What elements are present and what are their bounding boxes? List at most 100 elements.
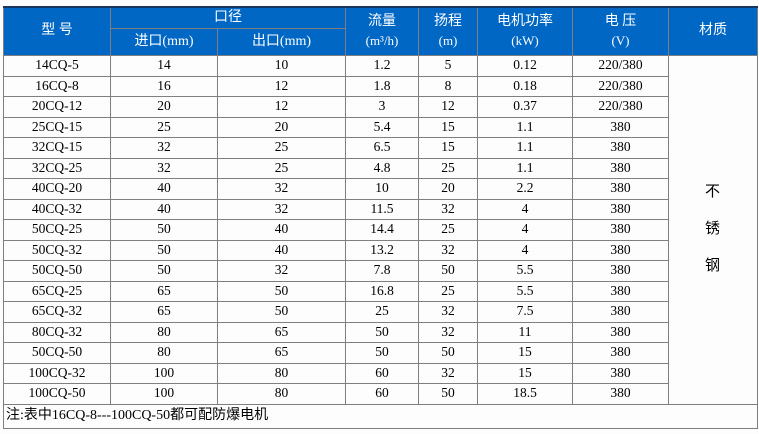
cell-power: 5.5 bbox=[477, 280, 573, 302]
header-power: 电机功率 (kW) bbox=[477, 6, 573, 56]
cell-voltage: 380 bbox=[572, 137, 669, 159]
cell-outlet: 25 bbox=[217, 157, 346, 179]
cell-head: 20 bbox=[418, 178, 478, 200]
cell-model: 40CQ-32 bbox=[3, 198, 111, 220]
header-diameter-group: 口径 bbox=[110, 6, 346, 29]
table-row: 32CQ-25 32 25 4.8 25 1.1 380 bbox=[3, 157, 758, 179]
header-head: 扬程 (m) bbox=[418, 6, 478, 56]
cell-flow: 3 bbox=[345, 96, 419, 118]
cell-head: 32 bbox=[418, 198, 478, 220]
cell-inlet: 40 bbox=[110, 198, 218, 220]
pump-spec-table: 型 号 口径 流量 (m³/h) 扬程 (m) 电机功率 (kW) 电 压 (V… bbox=[3, 6, 758, 429]
table-footer: 注:表中16CQ-8---100CQ-50都可配防爆电机 bbox=[3, 403, 758, 429]
cell-flow: 1.8 bbox=[345, 75, 419, 97]
cell-voltage: 380 bbox=[572, 116, 669, 138]
cell-model: 14CQ-5 bbox=[3, 55, 111, 77]
cell-head: 5 bbox=[418, 55, 478, 77]
cell-flow: 7.8 bbox=[345, 260, 419, 282]
cell-outlet: 32 bbox=[217, 178, 346, 200]
cell-outlet: 80 bbox=[217, 362, 346, 384]
cell-inlet: 32 bbox=[110, 137, 218, 159]
cell-outlet: 65 bbox=[217, 342, 346, 364]
cell-head: 32 bbox=[418, 301, 478, 323]
cell-outlet: 65 bbox=[217, 321, 346, 343]
header-row-1: 型 号 口径 流量 (m³/h) 扬程 (m) 电机功率 (kW) 电 压 (V… bbox=[3, 6, 758, 56]
cell-power: 11 bbox=[477, 321, 573, 343]
cell-voltage: 380 bbox=[572, 383, 669, 405]
header-voltage-unit: (V) bbox=[611, 33, 630, 49]
cell-power: 15 bbox=[477, 342, 573, 364]
table-row: 50CQ-50 50 32 7.8 50 5.5 380 bbox=[3, 260, 758, 282]
cell-inlet: 65 bbox=[110, 280, 218, 302]
cell-flow: 60 bbox=[345, 362, 419, 384]
table-row: 100CQ-50 100 80 60 50 18.5 380 bbox=[3, 383, 758, 405]
cell-voltage: 380 bbox=[572, 239, 669, 261]
cell-head: 15 bbox=[418, 137, 478, 159]
cell-model: 50CQ-25 bbox=[3, 219, 111, 241]
cell-voltage: 380 bbox=[572, 301, 669, 323]
material-char: 锈 bbox=[704, 221, 721, 238]
header-voltage-label: 电 压 bbox=[604, 14, 637, 30]
cell-power: 4 bbox=[477, 239, 573, 261]
cell-voltage: 380 bbox=[572, 157, 669, 179]
cell-voltage: 380 bbox=[572, 219, 669, 241]
cell-model: 50CQ-50 bbox=[3, 260, 111, 282]
table-header: 型 号 口径 流量 (m³/h) 扬程 (m) 电机功率 (kW) 电 压 (V… bbox=[3, 6, 758, 56]
header-inlet: 进口(mm) bbox=[110, 28, 218, 56]
cell-model: 50CQ-32 bbox=[3, 239, 111, 261]
cell-model: 32CQ-15 bbox=[3, 137, 111, 159]
cell-head: 12 bbox=[418, 96, 478, 118]
cell-head: 32 bbox=[418, 321, 478, 343]
header-flow: 流量 (m³/h) bbox=[345, 6, 419, 56]
cell-model: 50CQ-50 bbox=[3, 342, 111, 364]
cell-flow: 50 bbox=[345, 342, 419, 364]
material-value-cell: 不锈钢 bbox=[668, 55, 758, 405]
table-row: 100CQ-32 100 80 60 32 15 380 bbox=[3, 362, 758, 384]
cell-outlet: 32 bbox=[217, 198, 346, 220]
cell-inlet: 40 bbox=[110, 178, 218, 200]
cell-outlet: 12 bbox=[217, 96, 346, 118]
cell-voltage: 380 bbox=[572, 280, 669, 302]
cell-head: 25 bbox=[418, 280, 478, 302]
cell-power: 1.1 bbox=[477, 116, 573, 138]
cell-power: 1.1 bbox=[477, 137, 573, 159]
table-row: 50CQ-50 80 65 50 50 15 380 bbox=[3, 342, 758, 364]
cell-inlet: 50 bbox=[110, 239, 218, 261]
cell-inlet: 100 bbox=[110, 383, 218, 405]
cell-inlet: 65 bbox=[110, 301, 218, 323]
header-material: 材质 bbox=[668, 6, 758, 56]
table-row: 16CQ-8 16 12 1.8 8 0.18 220/380 bbox=[3, 75, 758, 97]
cell-head: 50 bbox=[418, 342, 478, 364]
header-model: 型 号 bbox=[3, 6, 111, 56]
cell-flow: 5.4 bbox=[345, 116, 419, 138]
cell-inlet: 20 bbox=[110, 96, 218, 118]
cell-inlet: 50 bbox=[110, 219, 218, 241]
header-flow-label: 流量 bbox=[368, 14, 396, 30]
cell-model: 25CQ-15 bbox=[3, 116, 111, 138]
cell-power: 15 bbox=[477, 362, 573, 384]
cell-outlet: 50 bbox=[217, 280, 346, 302]
table-row: 40CQ-20 40 32 10 20 2.2 380 bbox=[3, 178, 758, 200]
cell-model: 16CQ-8 bbox=[3, 75, 111, 97]
header-voltage: 电 压 (V) bbox=[572, 6, 669, 56]
table-row: 80CQ-32 80 65 50 32 11 380 bbox=[3, 321, 758, 343]
table-row: 32CQ-15 32 25 6.5 15 1.1 380 bbox=[3, 137, 758, 159]
cell-flow: 60 bbox=[345, 383, 419, 405]
cell-model: 20CQ-12 bbox=[3, 96, 111, 118]
cell-model: 100CQ-50 bbox=[3, 383, 111, 405]
cell-inlet: 14 bbox=[110, 55, 218, 77]
table-row: 50CQ-25 50 40 14.4 25 4 380 bbox=[3, 219, 758, 241]
cell-inlet: 32 bbox=[110, 157, 218, 179]
cell-inlet: 25 bbox=[110, 116, 218, 138]
table-row: 50CQ-32 50 40 13.2 32 4 380 bbox=[3, 239, 758, 261]
material-char: 钢 bbox=[704, 258, 721, 275]
cell-flow: 4.8 bbox=[345, 157, 419, 179]
cell-power: 0.37 bbox=[477, 96, 573, 118]
cell-power: 18.5 bbox=[477, 383, 573, 405]
header-head-label: 扬程 bbox=[434, 14, 462, 30]
cell-head: 50 bbox=[418, 383, 478, 405]
cell-flow: 1.2 bbox=[345, 55, 419, 77]
header-head-unit: (m) bbox=[438, 33, 458, 49]
cell-inlet: 50 bbox=[110, 260, 218, 282]
material-char: 不 bbox=[704, 184, 721, 201]
